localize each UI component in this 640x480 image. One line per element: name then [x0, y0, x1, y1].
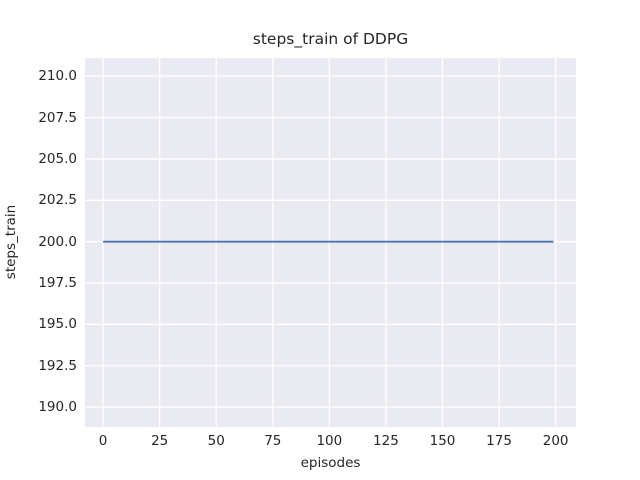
x-tick-label: 75 — [264, 433, 282, 449]
y-tick-label: 200.0 — [38, 233, 77, 250]
chart-title: steps_train of DDPG — [252, 30, 409, 48]
plot-canvas — [85, 58, 576, 427]
x-tick-label: 200 — [542, 433, 569, 449]
y-tick-label: 205.0 — [38, 150, 77, 167]
x-axis-label: episodes — [300, 455, 361, 471]
y-tick-label: 202.5 — [38, 192, 77, 209]
x-tick-label: 175 — [486, 433, 512, 449]
x-tick-label: 50 — [207, 433, 225, 449]
y-tick-label: 192.5 — [38, 357, 77, 374]
x-tick-label: 150 — [429, 433, 456, 449]
y-tick-label: 197.5 — [38, 275, 77, 292]
plot-area — [85, 58, 576, 427]
y-tick-label: 195.0 — [38, 316, 77, 333]
x-tick-label: 0 — [98, 433, 108, 449]
x-tick-label: 25 — [151, 433, 169, 449]
x-tick-label: 125 — [373, 433, 399, 449]
y-tick-label: 210.0 — [38, 68, 77, 85]
y-tick-label: 190.0 — [38, 399, 77, 416]
x-tick-label: 100 — [316, 433, 343, 449]
y-tick-label: 207.5 — [38, 109, 77, 126]
